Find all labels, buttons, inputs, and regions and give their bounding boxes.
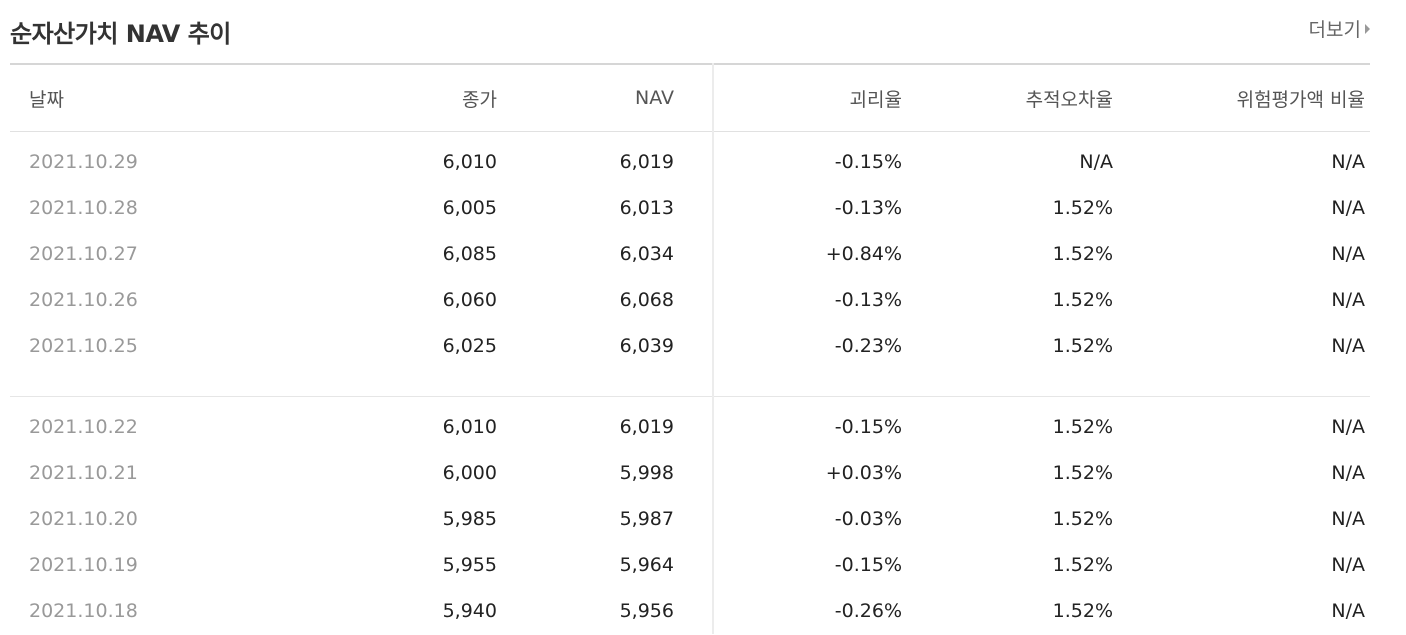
cell-date: 2021.10.18: [29, 600, 138, 622]
table-row: 2021.10.26 6,060 6,068 -0.13% 1.52% N/A: [10, 277, 1370, 323]
cell-deviation: -0.13%: [834, 289, 902, 311]
column-header-risk-ratio: 위험평가액 비율: [1236, 88, 1365, 111]
group-spacer: [10, 369, 1370, 397]
cell-nav: 6,034: [497, 231, 714, 277]
cell-risk-ratio: N/A: [1331, 416, 1365, 438]
cell-risk-ratio: N/A: [1331, 335, 1365, 357]
cell-close: 6,010: [442, 151, 497, 173]
cell-risk-ratio: N/A: [1331, 289, 1365, 311]
cell-deviation: -0.23%: [834, 335, 902, 357]
column-header-date: 날짜: [29, 88, 64, 111]
cell-tracking-error: 1.52%: [1052, 462, 1113, 484]
cell-risk-ratio: N/A: [1331, 554, 1365, 576]
cell-close: 6,000: [442, 462, 497, 484]
more-link[interactable]: 더보기: [1309, 15, 1370, 42]
cell-close: 6,005: [442, 197, 497, 219]
caret-right-icon: [1365, 24, 1370, 34]
cell-close: 6,025: [442, 335, 497, 357]
cell-deviation: -0.15%: [834, 151, 902, 173]
cell-risk-ratio: N/A: [1331, 243, 1365, 265]
cell-nav: 6,019: [497, 139, 714, 185]
cell-risk-ratio: N/A: [1331, 151, 1365, 173]
table-row: 2021.10.25 6,025 6,039 -0.23% 1.52% N/A: [10, 323, 1370, 369]
cell-deviation: -0.03%: [834, 508, 902, 530]
nav-table: 날짜 종가 NAV 괴리율 추적오차율 위험평가액 비율 2021.10.29 6…: [10, 63, 1370, 634]
cell-date: 2021.10.25: [29, 335, 138, 357]
more-link-label: 더보기: [1308, 19, 1361, 41]
cell-nav: 6,068: [497, 277, 714, 323]
cell-tracking-error: 1.52%: [1052, 243, 1113, 265]
cell-risk-ratio: N/A: [1331, 508, 1365, 530]
cell-deviation: -0.15%: [834, 416, 902, 438]
table-row: 2021.10.20 5,985 5,987 -0.03% 1.52% N/A: [10, 496, 1370, 542]
section-title: 순자산가치 NAV 추이: [10, 20, 231, 48]
cell-risk-ratio: N/A: [1331, 197, 1365, 219]
cell-date: 2021.10.19: [29, 554, 138, 576]
cell-close: 6,060: [442, 289, 497, 311]
cell-close: 5,940: [442, 600, 497, 622]
table-row: 2021.10.18 5,940 5,956 -0.26% 1.52% N/A: [10, 588, 1370, 634]
table-body: 2021.10.29 6,010 6,019 -0.15% N/A N/A 2021.10.…: [10, 131, 1370, 634]
cell-tracking-error: 1.52%: [1052, 508, 1113, 530]
cell-risk-ratio: N/A: [1331, 600, 1365, 622]
table-row: 2021.10.19 5,955 5,964 -0.15% 1.52% N/A: [10, 542, 1370, 588]
cell-tracking-error: 1.52%: [1052, 197, 1113, 219]
cell-deviation: +0.03%: [825, 462, 902, 484]
table-row: 2021.10.29 6,010 6,019 -0.15% N/A N/A: [10, 139, 1370, 185]
cell-date: 2021.10.20: [29, 508, 138, 530]
table-row: 2021.10.27 6,085 6,034 +0.84% 1.52% N/A: [10, 231, 1370, 277]
cell-tracking-error: 1.52%: [1052, 600, 1113, 622]
cell-nav: 5,964: [497, 542, 714, 588]
cell-date: 2021.10.29: [29, 151, 138, 173]
cell-tracking-error: 1.52%: [1052, 289, 1113, 311]
cell-nav: 5,956: [497, 588, 714, 634]
cell-deviation: -0.26%: [834, 600, 902, 622]
column-header-deviation: 괴리율: [849, 88, 902, 111]
cell-deviation: -0.13%: [834, 197, 902, 219]
cell-nav: 6,013: [497, 185, 714, 231]
cell-date: 2021.10.26: [29, 289, 138, 311]
cell-risk-ratio: N/A: [1331, 462, 1365, 484]
group-spacer: [10, 397, 1370, 404]
cell-tracking-error: 1.52%: [1052, 416, 1113, 438]
cell-close: 5,955: [442, 554, 497, 576]
group-divider: [10, 396, 1370, 397]
cell-tracking-error: N/A: [1079, 151, 1113, 173]
group-spacer: [10, 131, 1370, 139]
cell-nav: 6,039: [497, 323, 714, 369]
cell-close: 6,010: [442, 416, 497, 438]
cell-deviation: +0.84%: [825, 243, 902, 265]
cell-nav: 5,998: [497, 450, 714, 496]
cell-nav: 6,019: [497, 404, 714, 450]
cell-close: 6,085: [442, 243, 497, 265]
cell-tracking-error: 1.52%: [1052, 554, 1113, 576]
cell-date: 2021.10.27: [29, 243, 138, 265]
column-header-tracking-error: 추적오차율: [1025, 88, 1113, 111]
cell-date: 2021.10.28: [29, 197, 138, 219]
cell-nav: 5,987: [497, 496, 714, 542]
cell-date: 2021.10.21: [29, 462, 138, 484]
cell-close: 5,985: [442, 508, 497, 530]
cell-deviation: -0.15%: [834, 554, 902, 576]
column-header-close: 종가: [462, 88, 497, 111]
cell-date: 2021.10.22: [29, 416, 138, 438]
table-row: 2021.10.21 6,000 5,998 +0.03% 1.52% N/A: [10, 450, 1370, 496]
table-row: 2021.10.22 6,010 6,019 -0.15% 1.52% N/A: [10, 404, 1370, 450]
table-row: 2021.10.28 6,005 6,013 -0.13% 1.52% N/A: [10, 185, 1370, 231]
cell-tracking-error: 1.52%: [1052, 335, 1113, 357]
table-header-row: 날짜 종가 NAV 괴리율 추적오차율 위험평가액 비율: [10, 64, 1370, 132]
column-header-nav: NAV: [497, 64, 714, 132]
